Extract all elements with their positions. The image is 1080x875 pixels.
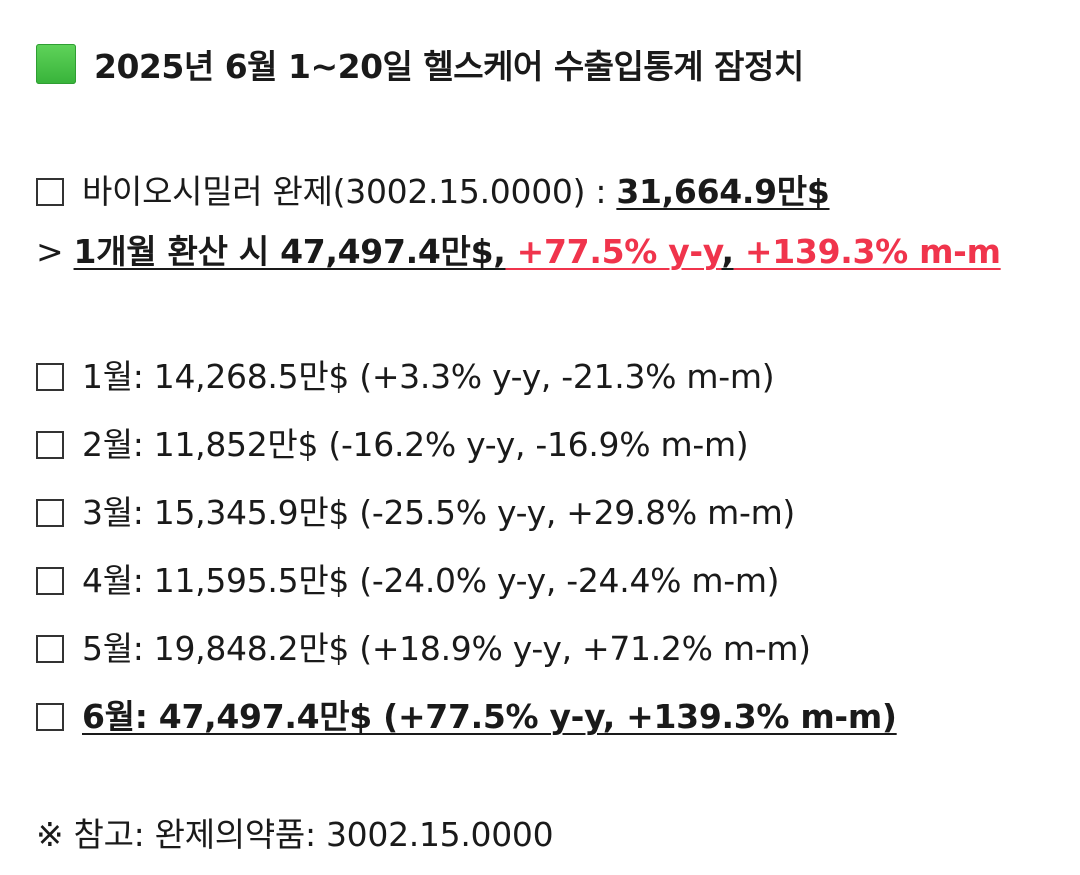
empty-checkbox-icon bbox=[36, 635, 64, 663]
page-title: 2025년 6월 1~20일 헬스케어 수출입통계 잠정치 bbox=[94, 47, 804, 86]
month-text: 3월: 15,345.9만$ (-25.5% y-y, +29.8% m-m) bbox=[82, 493, 796, 532]
reference-note: ※ 참고: 완제의약품: 3002.15.0000 bbox=[36, 815, 554, 854]
empty-checkbox-icon bbox=[36, 431, 64, 459]
conversion-yy: +77.5% y-y bbox=[505, 232, 722, 271]
empty-checkbox-icon bbox=[36, 703, 64, 731]
empty-checkbox-icon bbox=[36, 363, 64, 391]
empty-checkbox-icon bbox=[36, 567, 64, 595]
month-row-6: 6월: 47,497.4만$ (+77.5% y-y, +139.3% m-m) bbox=[36, 690, 897, 738]
biosimilar-label: 바이오시밀러 완제(3002.15.0000) : bbox=[82, 172, 617, 211]
title-row: 2025년 6월 1~20일 헬스케어 수출입통계 잠정치 bbox=[36, 40, 804, 88]
month-row-3: 3월: 15,345.9만$ (-25.5% y-y, +29.8% m-m) bbox=[36, 486, 795, 534]
month-text: 5월: 19,848.2만$ (+18.9% y-y, +71.2% m-m) bbox=[82, 629, 811, 668]
empty-checkbox-icon bbox=[36, 499, 64, 527]
conversion-main: 1개월 환산 시 47,497.4만$, bbox=[73, 232, 506, 271]
biosimilar-value: 31,664.9만$ bbox=[616, 172, 830, 211]
month-row-4: 4월: 11,595.5만$ (-24.0% y-y, -24.4% m-m) bbox=[36, 554, 780, 602]
conversion-sep: , bbox=[721, 232, 734, 271]
conversion-prefix: > bbox=[36, 232, 74, 271]
month-text-highlight: 6월: 47,497.4만$ (+77.5% y-y, +139.3% m-m) bbox=[82, 697, 897, 736]
month-text: 2월: 11,852만$ (-16.2% y-y, -16.9% m-m) bbox=[82, 425, 749, 464]
green-square-icon bbox=[36, 44, 76, 84]
month-row-5: 5월: 19,848.2만$ (+18.9% y-y, +71.2% m-m) bbox=[36, 622, 811, 670]
biosimilar-line: 바이오시밀러 완제(3002.15.0000) : 31,664.9만$ bbox=[36, 165, 830, 213]
month-text: 1월: 14,268.5만$ (+3.3% y-y, -21.3% m-m) bbox=[82, 357, 775, 396]
empty-checkbox-icon bbox=[36, 178, 64, 206]
month-row-2: 2월: 11,852만$ (-16.2% y-y, -16.9% m-m) bbox=[36, 418, 749, 466]
month-text: 4월: 11,595.5만$ (-24.0% y-y, -24.4% m-m) bbox=[82, 561, 780, 600]
month-row-1: 1월: 14,268.5만$ (+3.3% y-y, -21.3% m-m) bbox=[36, 350, 775, 398]
monthly-conversion-line: > 1개월 환산 시 47,497.4만$, +77.5% y-y, +139.… bbox=[36, 225, 1001, 273]
conversion-mm: +139.3% m-m bbox=[733, 232, 1001, 271]
